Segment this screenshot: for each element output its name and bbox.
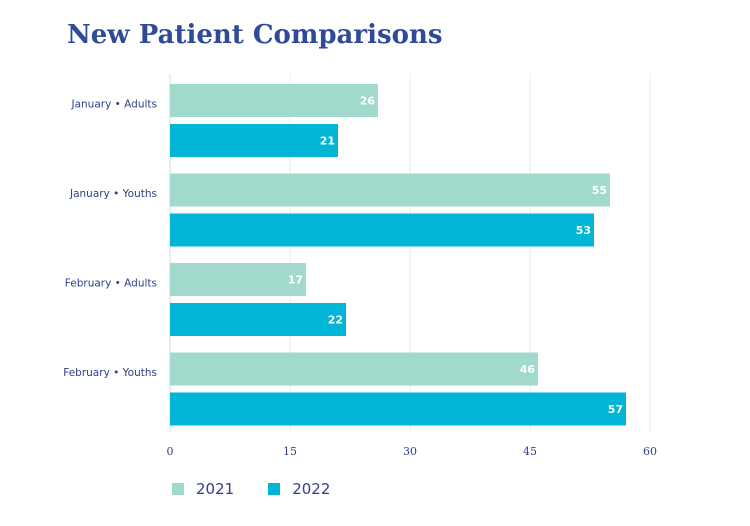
bar-value-label: 57: [608, 403, 623, 416]
legend-item-2022[interactable]: 2022: [268, 480, 330, 498]
bar-value-label: 26: [360, 95, 376, 108]
bar-value-label: 22: [328, 314, 343, 327]
x-tick-label: 45: [523, 445, 537, 458]
bar-2022: [170, 124, 338, 157]
category-labels: January • Adults January • Youths February…: [63, 99, 157, 380]
bar-2021: [170, 173, 610, 207]
bar-value-label: 17: [288, 274, 303, 287]
legend: 2021 2022: [172, 480, 330, 498]
bar-2021: [170, 263, 306, 296]
x-tick-label: 15: [283, 445, 297, 458]
bar-value-label: 46: [520, 363, 536, 376]
bar-value-label: 21: [320, 135, 335, 148]
legend-swatch: [268, 483, 281, 495]
x-tick-label: 60: [643, 445, 657, 458]
bar-2022: [170, 213, 594, 247]
x-axis-tick-labels: 0 15 30 45 60: [167, 445, 658, 458]
category-label: January • Youths: [69, 188, 157, 200]
x-tick-label: 30: [403, 445, 417, 458]
bar-2022: [170, 303, 346, 336]
category-label: January • Adults: [71, 99, 158, 111]
legend-swatch: [172, 483, 184, 495]
chart-title: New Patient Comparisons: [67, 20, 443, 50]
category-label: February • Adults: [65, 278, 157, 290]
bar-2021: [170, 352, 538, 386]
legend-label: 2022: [292, 480, 331, 498]
bar-value-label: 55: [592, 184, 607, 197]
bar-value-label: 53: [576, 224, 591, 237]
legend-item-2021[interactable]: 2021: [172, 480, 234, 498]
bar-2022: [170, 392, 626, 426]
legend-label: 2021: [196, 480, 235, 498]
x-tick-label: 0: [167, 445, 174, 458]
category-label: February • Youths: [63, 367, 157, 379]
bar-2021: [170, 84, 378, 117]
bars: 26 21 55 53 17 22 46 57: [170, 84, 626, 426]
